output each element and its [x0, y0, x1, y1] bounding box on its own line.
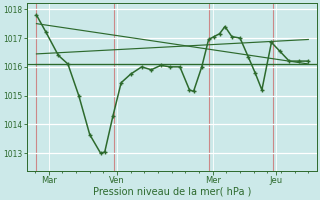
X-axis label: Pression niveau de la mer( hPa ): Pression niveau de la mer( hPa )	[92, 187, 251, 197]
